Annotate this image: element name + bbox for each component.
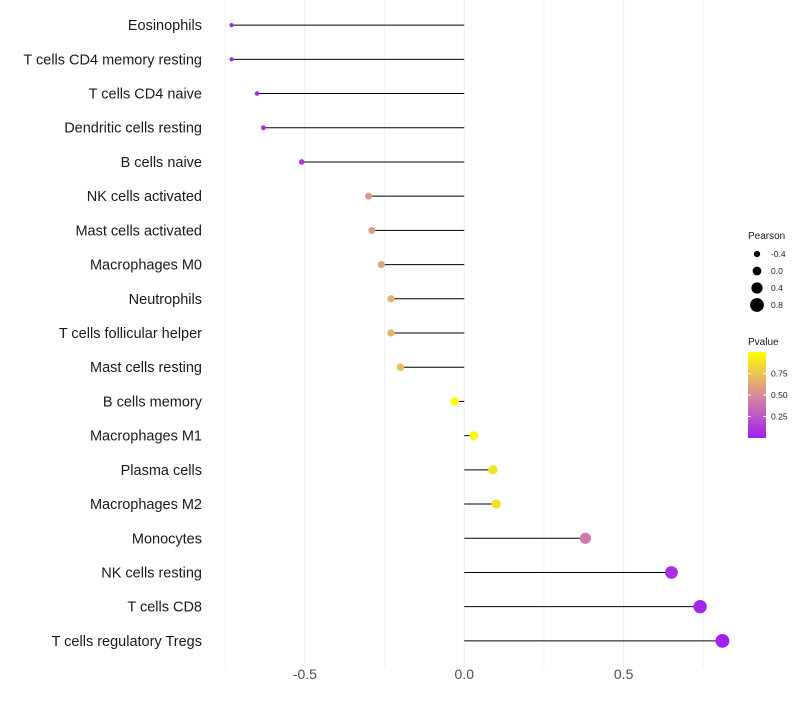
color-legend-title: Pvalue xyxy=(748,337,779,348)
size-key-dot xyxy=(753,250,761,258)
lollipop-point xyxy=(387,295,395,303)
lollipop-point xyxy=(579,532,591,544)
category-label: Macrophages M2 xyxy=(90,497,202,513)
category-label: T cells CD8 xyxy=(127,600,202,616)
pvalue-colorbar xyxy=(748,352,766,438)
size-key-label: -0.4 xyxy=(771,249,786,259)
size-key-dot xyxy=(750,298,764,312)
x-tick-label: 0.5 xyxy=(614,666,634,682)
grid-lines xyxy=(224,0,704,668)
category-label: Macrophages M1 xyxy=(90,429,202,445)
size-key-label: 0.0 xyxy=(771,266,783,276)
lollipop-point xyxy=(488,465,498,475)
category-label: Monocytes xyxy=(132,531,202,547)
lollipop-point xyxy=(368,226,376,234)
lollipop-point xyxy=(491,499,501,509)
x-axis-labels: -0.5 0.0 0.5 xyxy=(293,666,634,682)
lollipop-point xyxy=(261,125,266,131)
category-label: T cells regulatory Tregs xyxy=(52,634,202,650)
size-key-label: 0.8 xyxy=(771,300,783,310)
category-label: T cells follicular helper xyxy=(59,326,202,342)
lollipop-point xyxy=(254,91,260,96)
lollipop-point xyxy=(298,159,305,165)
category-label: NK cells activated xyxy=(87,189,202,205)
category-label: B cells naive xyxy=(121,155,202,171)
lollipop-point xyxy=(387,329,395,337)
pearson-size-legend: Pearson -0.4 0.0 0.4 0.8 xyxy=(748,231,786,312)
category-label: T cells CD4 memory resting xyxy=(23,52,202,68)
lollipop-point xyxy=(365,192,373,200)
x-tick-label: -0.5 xyxy=(293,666,317,682)
category-label: Plasma cells xyxy=(121,463,202,479)
x-tick-label: 0.0 xyxy=(455,666,475,682)
size-key-label: 0.4 xyxy=(771,283,783,293)
lollipop-points xyxy=(229,23,730,648)
lollipop-point xyxy=(396,363,405,371)
color-key-label: 0.25 xyxy=(771,412,788,422)
lollipop-point xyxy=(693,599,707,614)
size-key-dot xyxy=(751,282,763,294)
lollipop-point xyxy=(450,397,459,406)
category-label: Mast cells activated xyxy=(75,223,202,239)
category-label: Dendritic cells resting xyxy=(64,121,202,137)
category-label: Eosinophils xyxy=(128,18,202,34)
lollipop-point xyxy=(229,23,234,28)
category-label: NK cells resting xyxy=(101,565,202,581)
color-key-label: 0.75 xyxy=(771,369,788,379)
category-label: Macrophages M0 xyxy=(90,258,202,274)
size-key-dot xyxy=(752,266,762,276)
lollipop-point xyxy=(665,566,678,579)
lollipop-point xyxy=(229,57,234,62)
color-key-label: 0.50 xyxy=(771,390,788,400)
size-legend-title: Pearson xyxy=(748,231,785,242)
pvalue-color-legend: Pvalue 0.75 0.50 0.25 xyxy=(748,337,788,438)
lollipop-sticks xyxy=(231,24,723,642)
category-label: B cells memory xyxy=(103,394,203,410)
lollipop-point xyxy=(715,633,730,648)
category-label: T cells CD4 naive xyxy=(89,87,202,103)
lollipop-point xyxy=(469,431,479,441)
category-label: Neutrophils xyxy=(129,292,202,308)
y-axis-labels: Eosinophils T cells CD4 memory resting T c… xyxy=(23,18,202,650)
category-label: Mast cells resting xyxy=(90,360,202,376)
lollipop-point xyxy=(377,261,385,269)
